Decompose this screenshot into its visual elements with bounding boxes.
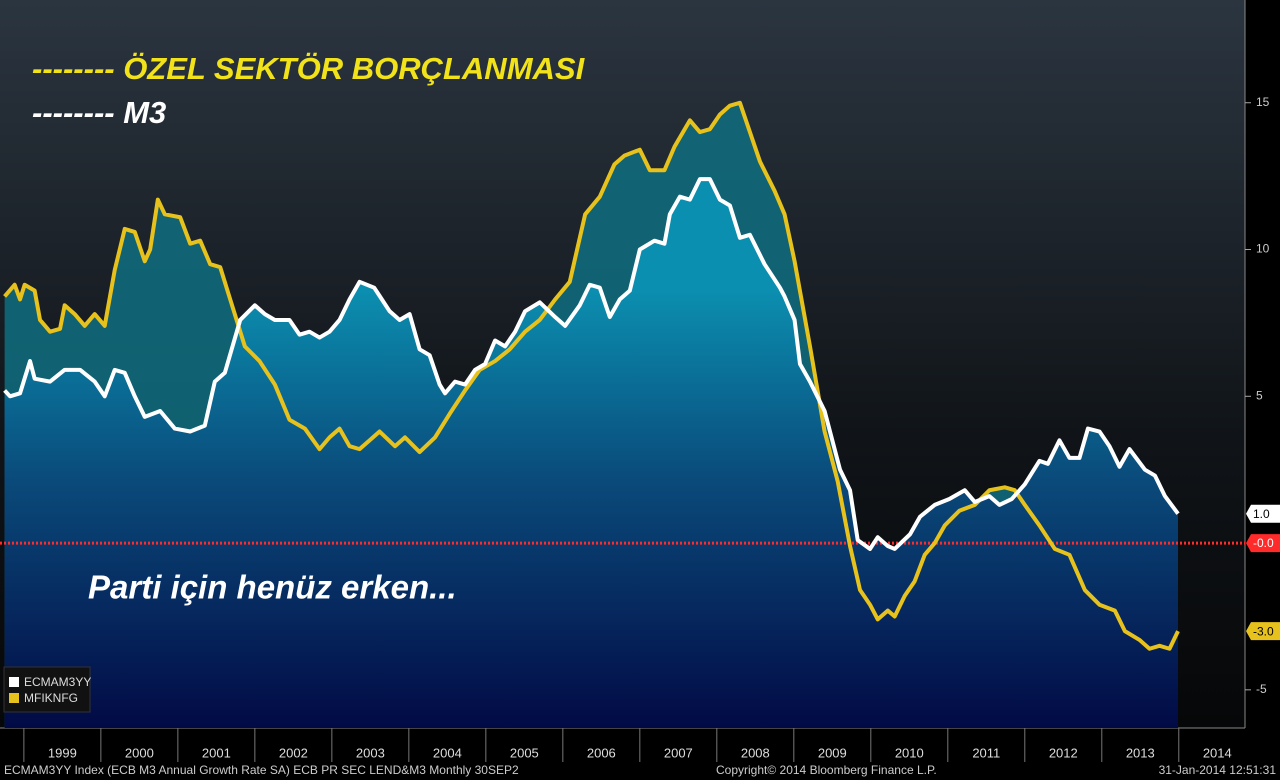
value-badge: [1246, 622, 1280, 641]
value-badge: [1246, 504, 1280, 523]
x-tick-label: 2011: [972, 745, 1000, 760]
y-tick-label: 10: [1256, 242, 1270, 256]
x-tick-label: 2006: [587, 745, 616, 760]
axis-panel: [1245, 0, 1280, 728]
x-tick-label: 2012: [1049, 745, 1078, 760]
x-tick-label: 2013: [1126, 745, 1155, 760]
area: [4, 179, 1179, 728]
annotation: Parti için henüz erken...: [88, 569, 457, 606]
footer-text: ECMAM3YY Index (ECB M3 Annual Growth Rat…: [4, 763, 519, 777]
footer-text: 31-Jan-2014 12:51:31: [1159, 763, 1277, 777]
y-tick-label: -5: [1256, 682, 1267, 696]
value-badge-label: 1.0: [1253, 507, 1270, 521]
x-tick-label: 1999: [48, 745, 77, 760]
x-tick-label: 2004: [433, 745, 462, 760]
annotation: -------- M3: [32, 95, 166, 130]
x-axis: 1998199920002001200220032004200520062007…: [23, 728, 1232, 762]
x-tick-label: 2014: [1203, 745, 1232, 760]
x-tick-label: 2002: [279, 745, 308, 760]
plot: [0, 100, 1245, 728]
value-badge-label: -0.0: [1253, 536, 1274, 550]
line: [3, 100, 1180, 651]
legend-label: ECMAM3YY: [24, 675, 91, 689]
legend-box: [3, 666, 91, 713]
line: [3, 177, 1180, 551]
x-tick-label: 2003: [356, 745, 385, 760]
y-tick-label: 5: [1256, 388, 1263, 402]
x-tick-label: 2007: [664, 745, 693, 760]
x-tick-label: 2005: [510, 745, 539, 760]
value-badge: [1246, 534, 1280, 553]
y-tick-label: 15: [1256, 95, 1270, 109]
annotation: -------- ÖZEL SEKTÖR BORÇLANMASI: [32, 51, 586, 86]
legend-swatch: [9, 677, 19, 687]
footer-text: Copyright© 2014 Bloomberg Finance L.P.: [716, 763, 937, 777]
x-tick-label: 2000: [125, 745, 154, 760]
overlay: -0.0 1.0 -3.0: [1246, 504, 1280, 641]
legend-label: MFIKNFG: [24, 691, 78, 705]
value-badge-label: -3.0: [1253, 624, 1274, 638]
x-tick-label: 2008: [741, 745, 770, 760]
x-tick-label: 2009: [818, 745, 847, 760]
legend-swatch: [9, 693, 19, 703]
x-axis-panel: [0, 728, 1245, 762]
x-tick-label: 2010: [895, 745, 924, 760]
x-tick-label: 2001: [202, 745, 231, 760]
